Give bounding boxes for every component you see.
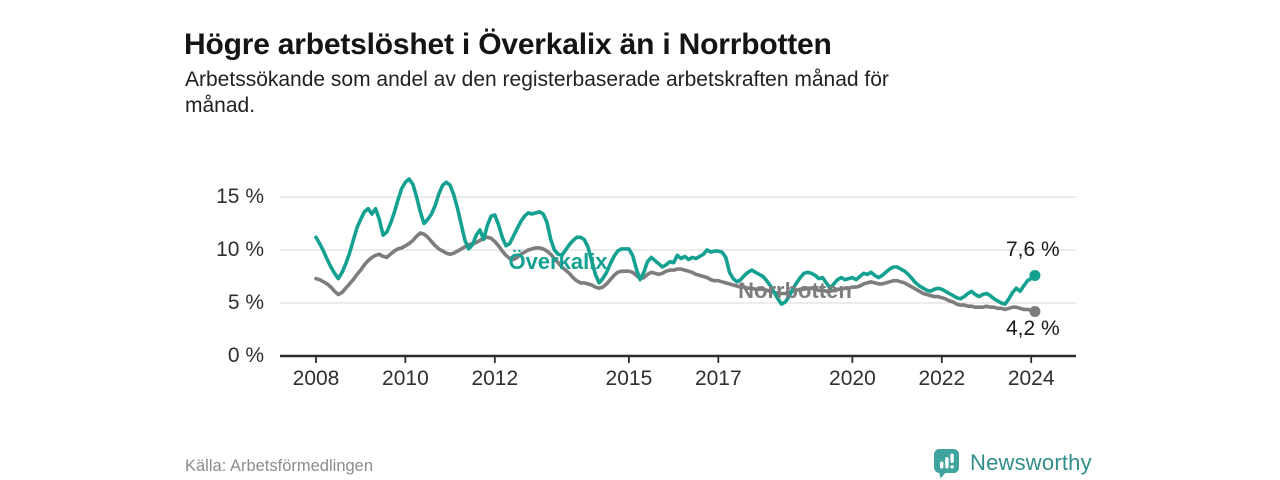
newsworthy-brand-name: Newsworthy	[970, 450, 1092, 475]
line-chart-canvas	[280, 177, 1076, 363]
verkalix-line	[314, 177, 1037, 306]
overkalix-series-label: Överkalix	[508, 249, 608, 274]
source-note: Källa: Arbetsförmedlingen	[185, 457, 374, 475]
norrbotten-end-dot	[1029, 305, 1041, 317]
x-tick-label-2008: 2008	[292, 367, 340, 390]
page-subtitle: Arbetssökande som andel av den registerb…	[185, 67, 1105, 119]
y-tick-label-10: 10 %	[216, 238, 264, 261]
x-tick-label-2022: 2022	[918, 367, 966, 390]
subtitle-line-2: månad.	[185, 94, 256, 117]
subtitle-line-1: Arbetssökande som andel av den registerb…	[185, 68, 889, 91]
y-tick-label-5: 5 %	[227, 291, 264, 314]
page-title: Högre arbetslöshet i Överkalix än i Norr…	[184, 28, 832, 62]
overkalix-end-value-label: 7,6 %	[1006, 238, 1060, 261]
norrbotten-line	[314, 231, 1037, 314]
x-tick-label-2015: 2015	[605, 367, 653, 390]
norrbotten-end-value-label: 4,2 %	[1006, 317, 1060, 340]
norrbotten-series-label: Norrbotten	[738, 278, 852, 303]
x-tick-label-2020: 2020	[829, 367, 876, 390]
x-tick-label-2017: 2017	[694, 367, 742, 390]
x-tick-label-2012: 2012	[471, 367, 519, 390]
y-tick-label-0: 0 %	[227, 344, 264, 367]
verkalix-end-dot	[1029, 269, 1041, 281]
x-tick-label-2010: 2010	[382, 367, 429, 390]
newsworthy-brand: Newsworthy	[933, 447, 1092, 479]
newsworthy-logo-icon	[934, 448, 959, 478]
unemployment-line-chart: Överkalix Norrbotten 7,6 % 4,2 % 0 % 5 % 1…	[190, 155, 1090, 395]
y-tick-label-15: 15 %	[216, 185, 264, 208]
x-tick-label-2024: 2024	[1007, 367, 1055, 390]
